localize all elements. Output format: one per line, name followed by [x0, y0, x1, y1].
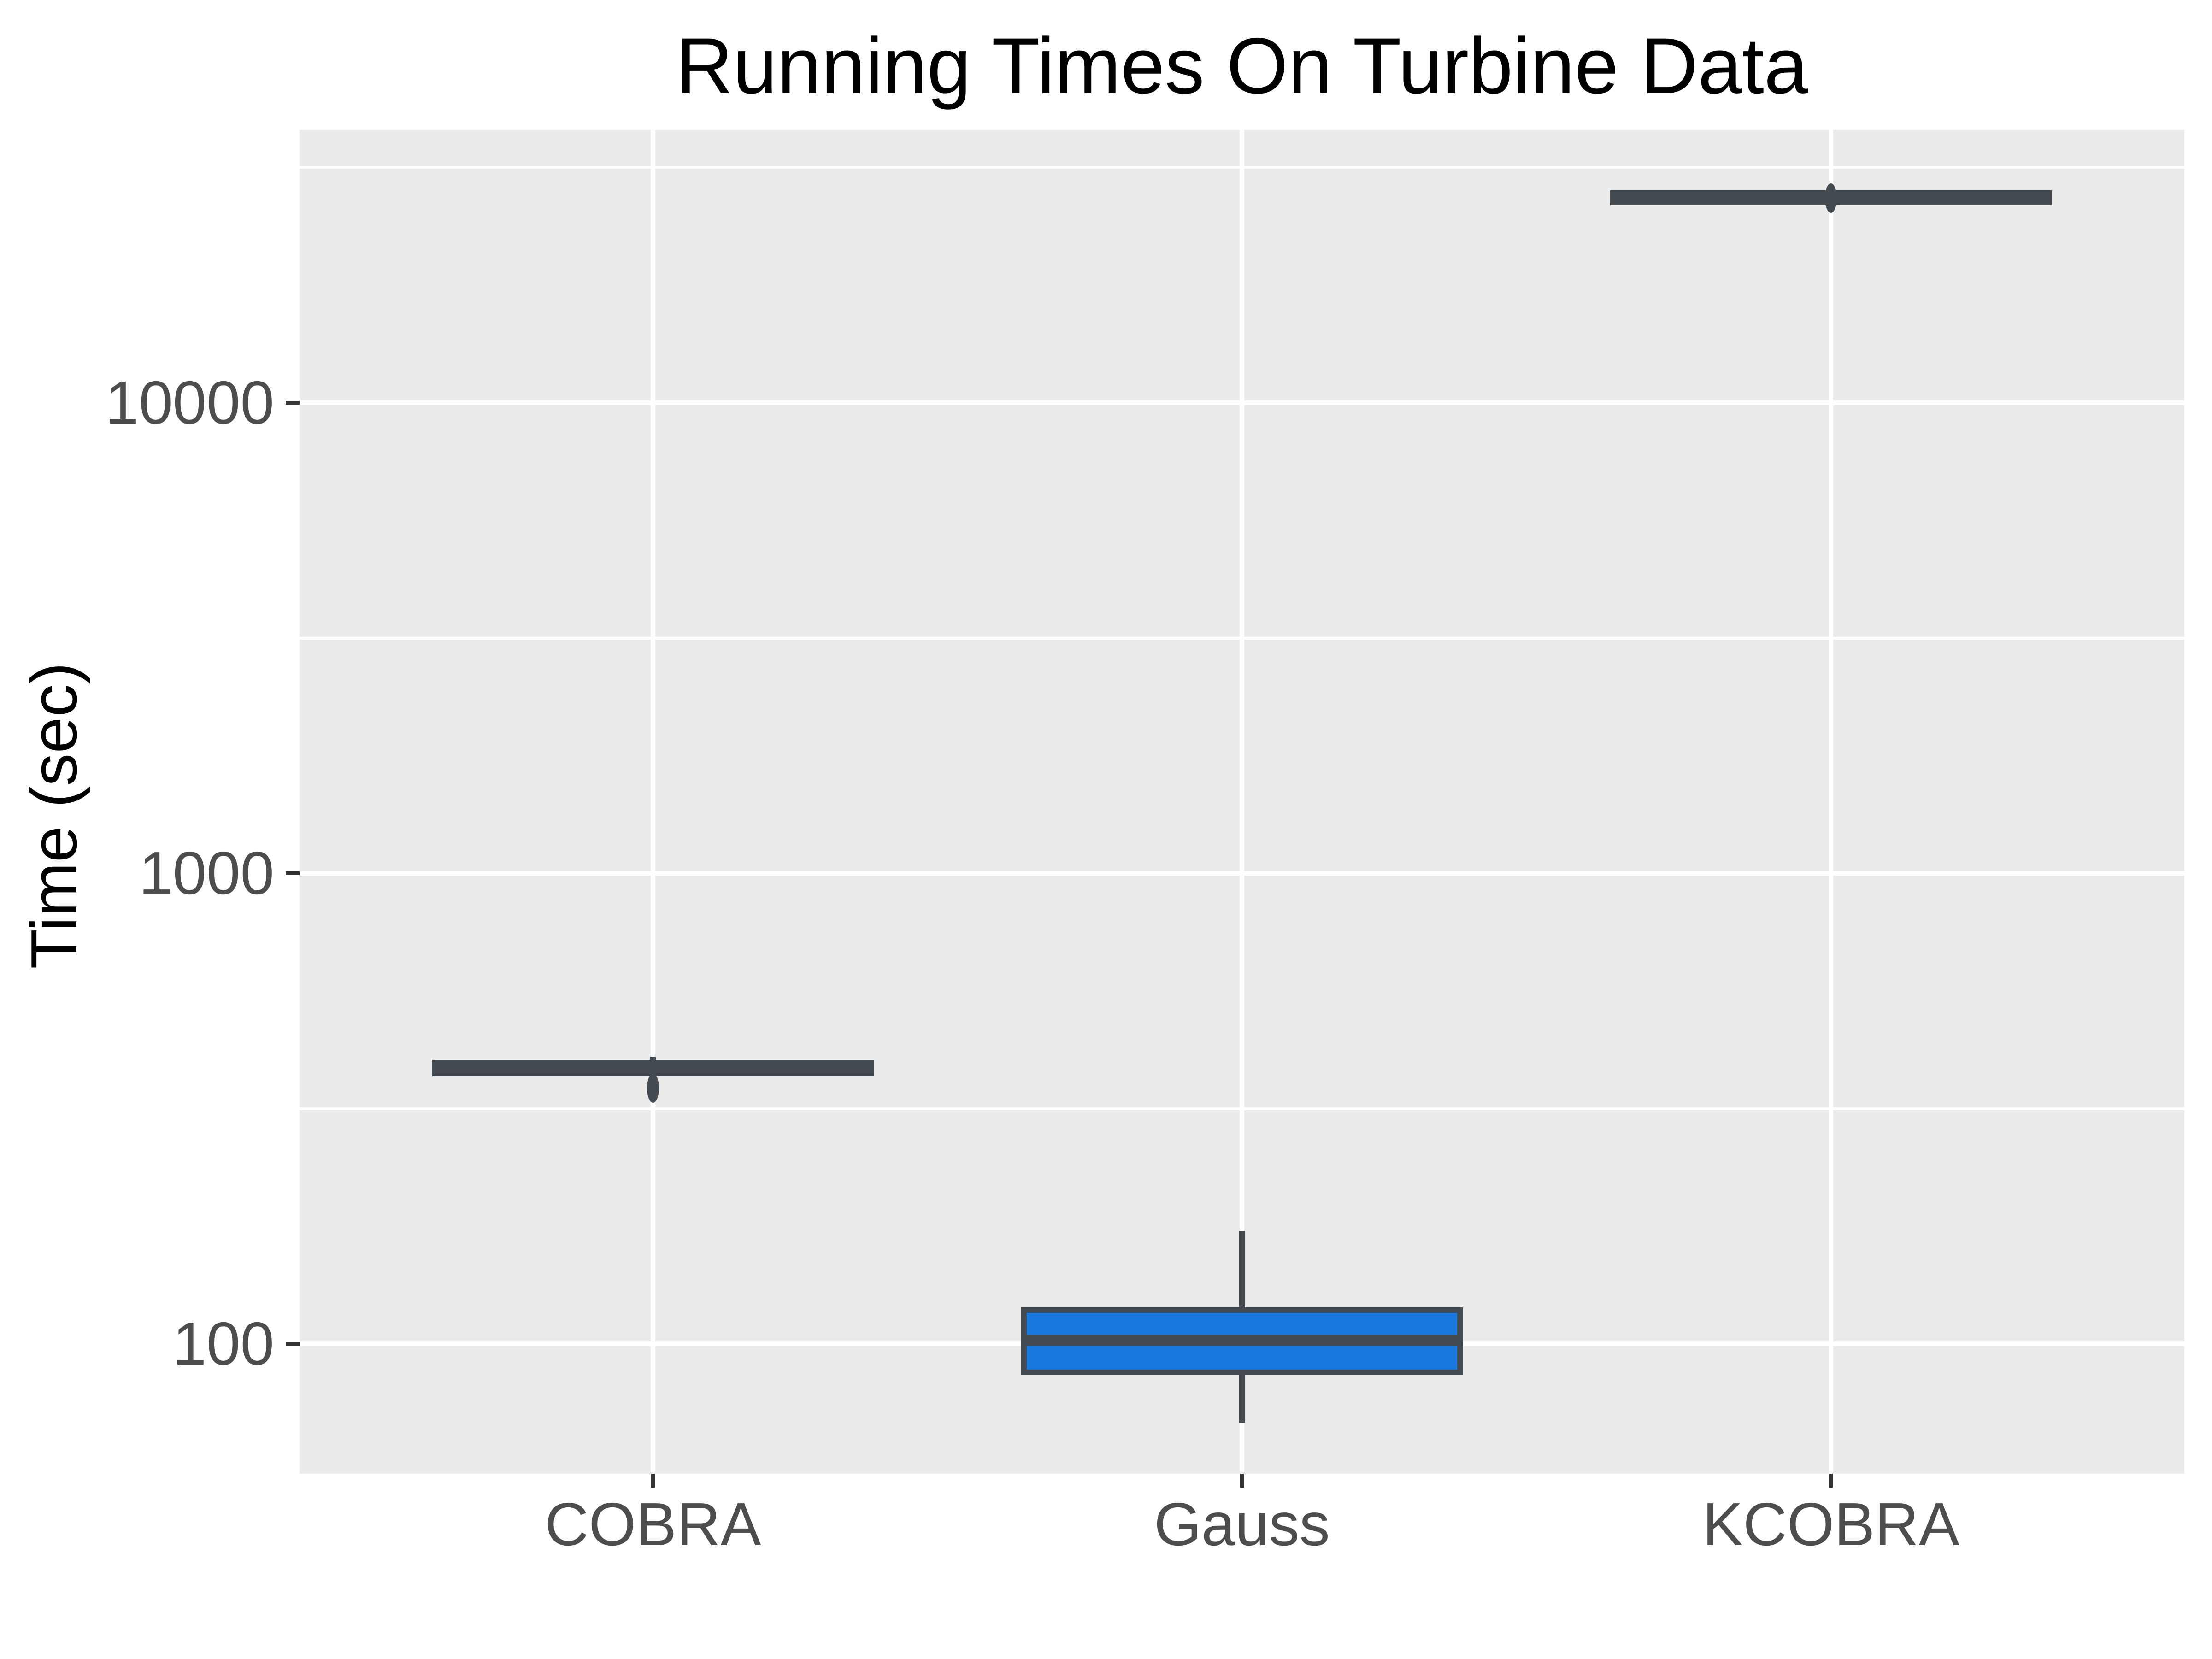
y-tick-label: 1000	[139, 839, 274, 907]
y-tick-mark	[286, 1342, 300, 1346]
x-tick-mark	[1240, 1474, 1244, 1488]
y-tick-mark	[286, 401, 300, 405]
x-tick-label: Gauss	[1154, 1490, 1330, 1558]
y-axis-title: Time (sec)	[18, 662, 91, 969]
x-tick-mark	[1829, 1474, 1833, 1488]
gridline-major-v	[1829, 130, 1834, 1474]
x-tick-mark	[651, 1474, 655, 1488]
y-tick-mark	[286, 871, 300, 876]
plot-panel	[300, 130, 2184, 1474]
x-tick-label: KCOBRA	[1702, 1490, 1959, 1558]
median-line	[1021, 1334, 1463, 1346]
outlier-point	[647, 1073, 659, 1103]
whisker-high	[1239, 1230, 1245, 1311]
x-tick-label: COBRA	[545, 1490, 761, 1558]
chart-title: Running Times On Turbine Data	[676, 22, 1808, 110]
gridline-major-v	[1240, 130, 1244, 1474]
y-tick-label: 10000	[105, 369, 274, 437]
whisker-low	[1239, 1372, 1245, 1423]
outlier-point	[1825, 183, 1837, 213]
gridline-major-v	[650, 130, 655, 1474]
y-tick-label: 100	[172, 1310, 274, 1378]
median-line	[432, 1062, 874, 1074]
